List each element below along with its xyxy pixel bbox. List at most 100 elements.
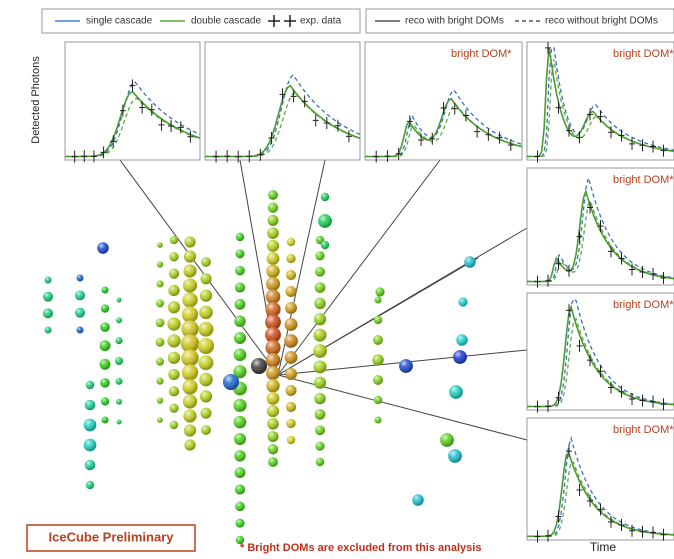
data-cross xyxy=(629,263,635,276)
dom-shine xyxy=(183,409,197,423)
legend-label: single cascade xyxy=(86,16,153,27)
dom-shine xyxy=(234,450,246,462)
dom-shine xyxy=(285,384,297,397)
dom-shine xyxy=(84,459,96,471)
data-cross xyxy=(587,201,593,214)
dom-shine xyxy=(200,407,212,419)
data-cross xyxy=(597,110,604,123)
data-cross xyxy=(618,519,625,532)
dom-shine xyxy=(265,326,281,343)
dom-shine xyxy=(320,192,330,202)
dom-shine xyxy=(233,348,247,362)
dom-shine xyxy=(315,425,325,436)
dom-shine xyxy=(156,397,164,404)
dom-shine xyxy=(313,360,327,374)
dom-shine xyxy=(284,318,298,331)
dom-shine xyxy=(315,251,325,261)
dom-shine xyxy=(235,232,245,242)
dom-shine xyxy=(267,431,279,443)
dom-shine xyxy=(314,392,326,405)
data-cross xyxy=(257,148,264,161)
dom-shine xyxy=(313,313,327,326)
dom-shine xyxy=(314,297,326,310)
data-cross xyxy=(566,264,572,277)
data-cross xyxy=(290,90,297,103)
dom-shine xyxy=(114,356,124,366)
dom-shine xyxy=(85,380,95,390)
legend-box xyxy=(41,8,361,34)
dom-shine xyxy=(314,282,326,293)
legend-label: double cascade xyxy=(191,16,261,27)
data-cross xyxy=(312,114,319,127)
data-cross xyxy=(566,124,572,137)
dom-shine xyxy=(313,344,327,358)
dom-shine xyxy=(234,433,246,445)
dom-shine xyxy=(167,317,181,331)
dom-shine xyxy=(156,357,164,366)
dom-shine xyxy=(201,425,211,435)
data-cross xyxy=(566,445,572,458)
data-cross xyxy=(576,230,583,243)
dom-shine xyxy=(267,418,279,430)
dom-shine xyxy=(285,401,297,413)
dom-shine xyxy=(448,449,462,463)
data-cross xyxy=(639,394,646,407)
dom-shine xyxy=(168,368,180,381)
dom-shine xyxy=(285,368,297,380)
legend-swatch xyxy=(268,15,296,27)
data-cross xyxy=(90,150,97,163)
data-cross xyxy=(129,79,136,92)
badge-box xyxy=(26,524,196,552)
dom-shine xyxy=(99,358,111,370)
dom-shine xyxy=(84,399,96,411)
data-cross xyxy=(462,109,469,122)
data-cross xyxy=(139,101,146,114)
dom-shine xyxy=(181,306,199,323)
dom-shine xyxy=(285,269,297,281)
dom-shine xyxy=(313,376,327,389)
dom-shine xyxy=(167,301,181,314)
panel-label: bright DOM* xyxy=(451,48,512,60)
dom-shine xyxy=(168,284,180,297)
data-cross xyxy=(71,150,78,163)
data-cross xyxy=(119,104,126,117)
panel-frame xyxy=(526,167,674,286)
dom-shine xyxy=(44,326,52,334)
connector xyxy=(119,159,279,376)
dom-shine xyxy=(75,290,85,301)
dom-shine xyxy=(100,322,110,332)
dom-shine xyxy=(234,298,246,310)
data-cross xyxy=(639,139,646,152)
dom-shine xyxy=(268,457,278,467)
dom-shine xyxy=(286,237,296,247)
dom-shine xyxy=(100,304,110,313)
dom-shine xyxy=(235,501,245,512)
dom-shine xyxy=(156,377,164,385)
dom-shine xyxy=(373,395,383,405)
dom-shine xyxy=(234,282,246,293)
data-cross xyxy=(496,131,503,144)
waveform-panel: bright DOM* xyxy=(364,41,523,163)
data-cross xyxy=(650,140,656,153)
dom-shine xyxy=(155,318,165,328)
dom-shine xyxy=(266,379,280,393)
dom-shine xyxy=(373,375,383,385)
data-cross xyxy=(650,526,656,539)
data-cross xyxy=(224,150,231,163)
dom-shine xyxy=(284,351,298,364)
dom-shine xyxy=(267,202,279,213)
data-cross xyxy=(534,530,541,543)
dom-shine xyxy=(181,349,199,367)
data-cross xyxy=(555,391,562,404)
dom-shine xyxy=(235,249,245,259)
dom-shine xyxy=(315,441,325,451)
dom-shine xyxy=(235,518,245,528)
dom-shine xyxy=(285,285,297,298)
panel-frame xyxy=(364,41,523,161)
data-cross xyxy=(158,118,165,131)
dom-shine xyxy=(267,444,279,455)
dom-shine xyxy=(200,273,212,285)
dom-shine xyxy=(156,261,164,268)
dom-shine xyxy=(101,416,109,424)
dom-shine xyxy=(318,214,332,228)
